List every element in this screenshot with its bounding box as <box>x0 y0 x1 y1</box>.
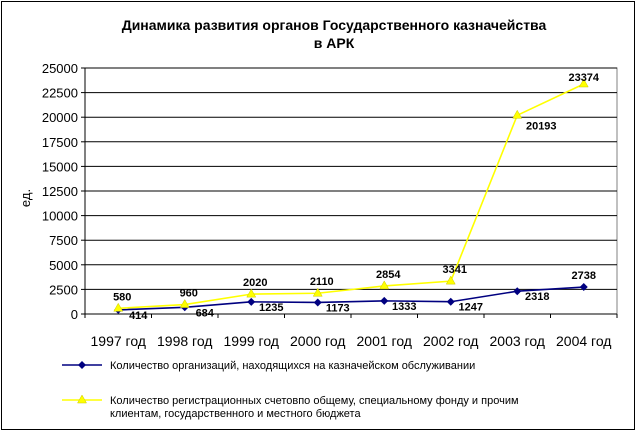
y-tick-label: 25000 <box>42 61 78 76</box>
data-label-organizations: 1173 <box>326 302 350 314</box>
x-tick-label: 2001 год <box>357 333 412 349</box>
legend-text-organizations: Количество организаций, находящихся на к… <box>110 360 475 372</box>
data-point-accounts <box>578 78 589 88</box>
data-point-organizations <box>247 297 256 306</box>
y-axis-ticks: 0 2500 5000 7500 10000 12500 15000 17500 20000 22… <box>42 61 85 322</box>
y-tick-label: 7500 <box>49 233 78 248</box>
data-point-accounts <box>379 280 390 290</box>
data-point-organizations <box>579 283 588 292</box>
data-label-organizations: 1247 <box>459 302 483 314</box>
x-tick-label: 1997 год <box>91 333 146 349</box>
data-label-organizations: 1235 <box>259 302 283 314</box>
y-tick-label: 5000 <box>49 258 78 273</box>
legend-marker-organizations <box>78 361 86 369</box>
data-label-organizations: 2318 <box>525 291 549 303</box>
chart-title: Динамика развития органов Государственно… <box>122 17 547 51</box>
series-line-organizations <box>118 286 584 311</box>
data-label-organizations: 414 <box>129 310 148 322</box>
y-tick-label: 0 <box>71 307 78 322</box>
chart-title-line-1: Динамика развития органов Государственно… <box>122 17 547 33</box>
data-label-accounts: 2110 <box>310 276 334 288</box>
data-labels: 414 684 1235 1173 1333 1247 2318 2738 580 960 2020… <box>113 72 600 322</box>
data-label-accounts: 2854 <box>376 269 401 281</box>
y-tick-label: 10000 <box>42 209 78 224</box>
y-tick-label: 20000 <box>42 110 78 125</box>
data-label-organizations: 2738 <box>572 270 596 282</box>
legend: Количество организаций, находящихся на к… <box>62 360 519 420</box>
data-label-accounts: 23374 <box>568 72 599 84</box>
legend-text-accounts-line-2: клиентам, государственного и местного бю… <box>110 408 361 420</box>
x-tick-label: 2002 год <box>423 333 478 349</box>
data-label-accounts: 960 <box>180 288 198 300</box>
gridlines <box>84 67 617 315</box>
data-point-accounts <box>512 109 523 119</box>
data-label-accounts: 2020 <box>243 277 267 289</box>
data-point-accounts <box>246 288 257 298</box>
series-group <box>113 78 589 314</box>
data-label-accounts: 3341 <box>443 264 467 276</box>
legend-marker-accounts <box>77 394 87 404</box>
y-tick-label: 12500 <box>42 184 78 199</box>
data-label-organizations: 684 <box>196 307 215 319</box>
data-point-organizations <box>313 298 322 307</box>
y-tick-label: 22500 <box>42 86 78 101</box>
data-point-accounts <box>445 275 456 285</box>
data-label-organizations: 1333 <box>392 301 416 313</box>
x-tick-label: 1999 год <box>224 333 279 349</box>
chart-title-line-2: в АРК <box>314 35 355 51</box>
y-tick-label: 17500 <box>42 135 78 150</box>
data-label-accounts: 580 <box>113 291 131 303</box>
data-point-organizations <box>446 297 455 306</box>
data-point-accounts <box>312 287 323 297</box>
x-tick-label: 2003 год <box>490 333 545 349</box>
x-tick-label: 2000 год <box>290 333 345 349</box>
x-tick-label: 2004 год <box>556 333 611 349</box>
x-tick-label: 1998 год <box>157 333 212 349</box>
legend-text-accounts-line-1: Количество регистрационных счетовпо обще… <box>110 395 519 407</box>
data-point-organizations <box>513 287 522 296</box>
x-axis-ticks: 1997 год 1998 год 1999 год 2000 год 2001 год… <box>84 314 618 349</box>
data-label-accounts: 20193 <box>526 120 557 132</box>
data-point-organizations <box>380 296 389 305</box>
data-point-accounts <box>179 299 190 308</box>
data-point-accounts <box>113 302 124 312</box>
y-axis-label: ед. <box>18 189 33 207</box>
series-line-accounts <box>118 83 585 310</box>
y-tick-label: 2500 <box>49 282 78 297</box>
y-tick-label: 15000 <box>42 159 78 174</box>
